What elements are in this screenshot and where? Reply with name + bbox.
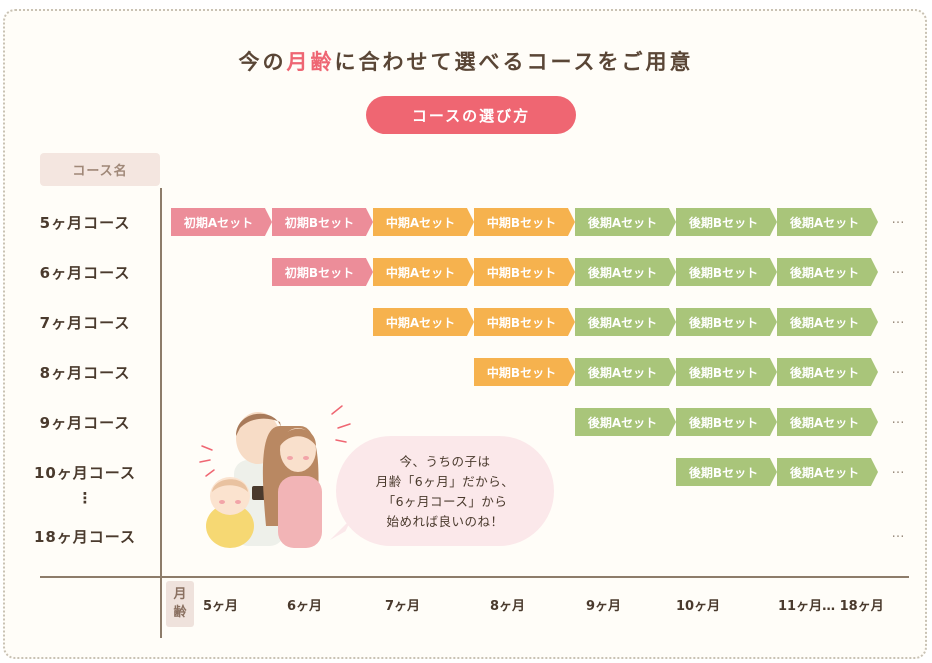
speech-bubble-text: 今、うちの子は 月齢「6ヶ月」だから、 「6ヶ月コース」から 始めれば良いのね！: [336, 452, 554, 532]
set-chevron: 後期Aセット: [777, 408, 878, 436]
set-chevron: 中期Aセット: [373, 308, 474, 336]
course-label: 7ヶ月コース: [39, 314, 131, 332]
set-chevron: 中期Aセット: [373, 208, 474, 236]
set-chevron: 中期Bセット: [474, 358, 575, 386]
month-badge-char-1: 月: [173, 587, 187, 603]
row-ellipsis: …: [891, 412, 905, 427]
set-chevron: 後期Aセット: [575, 408, 676, 436]
course-label: 8ヶ月コース: [39, 364, 131, 382]
month-badge-char-2: 齢: [173, 605, 187, 620]
how-to-choose-pill: コースの選び方: [366, 96, 576, 134]
set-chevron: 後期Aセット: [777, 308, 878, 336]
month-age-badge: 月 齢: [166, 581, 194, 627]
bubble-line-2: 月齢「6ヶ月」だから、: [375, 474, 515, 489]
set-chevron: 中期Aセット: [373, 258, 474, 286]
bubble-line-3: 「6ヶ月コース」から: [382, 494, 508, 509]
set-chevron: 初期Bセット: [272, 258, 373, 286]
bubble-line-1: 今、うちの子は: [399, 454, 491, 469]
set-chevron: 初期Aセット: [171, 208, 272, 236]
course-label: 5ヶ月コース: [39, 214, 131, 232]
set-chevron: 後期Bセット: [676, 308, 777, 336]
title-post: に合わせて選べるコースをご用意: [334, 50, 694, 74]
set-chevron: 後期Bセット: [676, 458, 777, 486]
set-chevron: 中期Bセット: [474, 308, 575, 336]
row-ellipsis: …: [891, 362, 905, 377]
month-label: 9ヶ月: [586, 599, 622, 614]
set-chevron: 後期Aセット: [777, 358, 878, 386]
page-title: 今の月齢に合わせて選べるコースをご用意: [0, 46, 932, 76]
course-label: 9ヶ月コース: [39, 414, 131, 432]
month-label: 5ヶ月: [203, 599, 239, 614]
title-pre: 今の: [238, 50, 287, 74]
set-chevron: 後期Aセット: [777, 208, 878, 236]
set-chevron: 後期Aセット: [777, 258, 878, 286]
row-ellipsis: …: [891, 212, 905, 227]
row-ellipsis: …: [891, 462, 905, 477]
title-accent: 月齢: [286, 50, 335, 74]
vertical-axis-line: [160, 188, 162, 638]
row-ellipsis: …: [891, 262, 905, 277]
row-ellipsis: …: [891, 526, 905, 541]
vertical-ellipsis: ⋮: [77, 489, 93, 507]
course-label: 6ヶ月コース: [39, 264, 131, 282]
set-chevron: 後期Aセット: [575, 208, 676, 236]
set-chevron: 後期Aセット: [575, 308, 676, 336]
month-label: 10ヶ月: [676, 599, 721, 614]
month-label: 11ヶ月… 18ヶ月: [778, 599, 884, 614]
set-chevron: 後期Aセット: [575, 358, 676, 386]
speech-bubble: [336, 436, 554, 546]
month-label: 6ヶ月: [287, 599, 323, 614]
course-label: 18ヶ月コース: [33, 528, 137, 546]
bubble-line-4: 始めれば良いのね！: [386, 514, 504, 529]
family-illustration: [199, 405, 351, 548]
horizontal-axis-line: [40, 576, 909, 578]
set-chevron: 後期Bセット: [676, 408, 777, 436]
set-chevron: 初期Bセット: [272, 208, 373, 236]
month-label: 7ヶ月: [385, 599, 421, 614]
set-chevron: 中期Bセット: [474, 258, 575, 286]
set-chevron: 後期Bセット: [676, 258, 777, 286]
set-chevron: 後期Aセット: [575, 258, 676, 286]
course-name-header: コース名: [40, 153, 160, 186]
course-label: 10ヶ月コース: [33, 464, 137, 482]
set-chevron: 中期Bセット: [474, 208, 575, 236]
set-chevron: 後期Bセット: [676, 208, 777, 236]
row-ellipsis: …: [891, 312, 905, 327]
month-label: 8ヶ月: [490, 599, 526, 614]
set-chevron: 後期Bセット: [676, 358, 777, 386]
set-chevron: 後期Aセット: [777, 458, 878, 486]
